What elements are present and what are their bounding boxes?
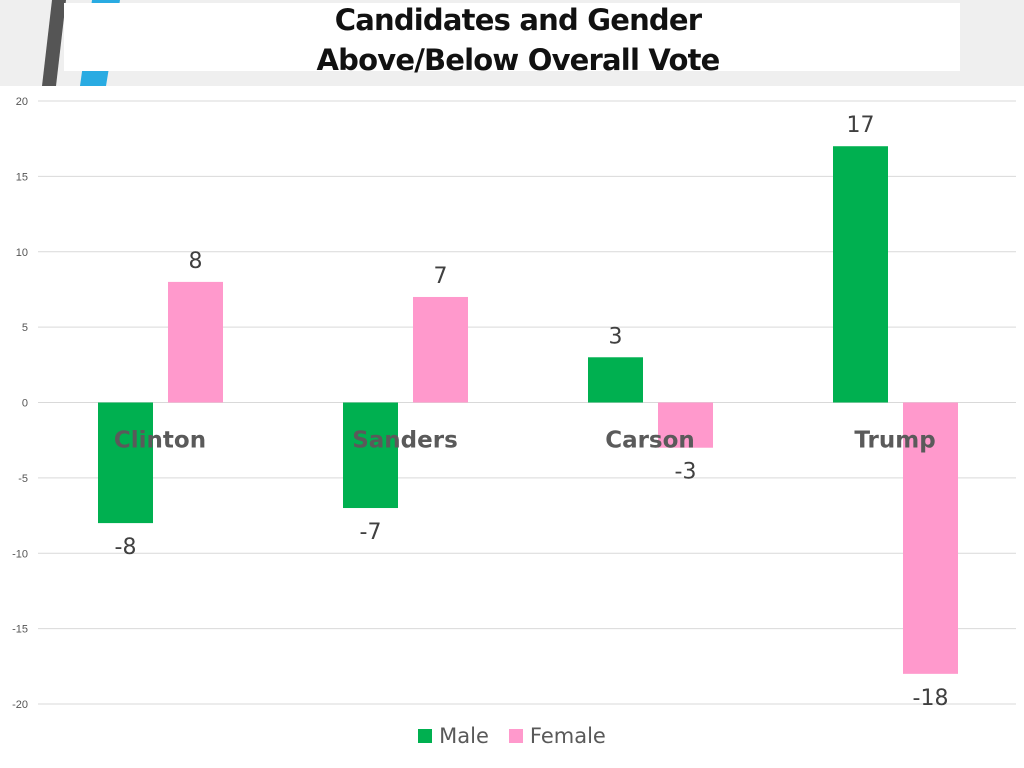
bar-male-clinton	[98, 402, 153, 524]
legend-label-female: Female	[529, 724, 606, 748]
category-label-sanders: Sanders	[352, 428, 458, 454]
y-axis-ticks: 20 15 10 5 0 -5 -10 -15 -20	[12, 96, 28, 711]
bar-female-sanders	[413, 296, 468, 403]
data-labels: -8 8 -7 7 3 -3 17 -18	[115, 113, 949, 711]
chart-title-line-2: Above/Below Overall Vote	[316, 43, 721, 77]
y-tick-label: 15	[16, 171, 28, 183]
bar-male-sanders	[343, 402, 398, 509]
y-tick-label: 10	[16, 247, 28, 259]
bars	[98, 146, 958, 674]
data-label-male-clinton: -8	[115, 535, 137, 560]
category-label-trump: Trump	[854, 428, 935, 454]
y-tick-label: -5	[18, 473, 28, 485]
data-label-female-clinton: 8	[189, 249, 203, 274]
category-labels: Clinton Sanders Carson Trump	[114, 428, 936, 454]
legend-swatch-male	[418, 729, 433, 743]
y-tick-label: 0	[22, 398, 28, 410]
legend-item-male: Male	[418, 724, 489, 748]
bar-female-carson	[658, 402, 713, 448]
y-tick-label: 5	[22, 322, 28, 334]
chart-title: Candidates and Gender Above/Below Overal…	[64, 0, 972, 80]
category-label-clinton: Clinton	[114, 428, 206, 454]
data-label-female-carson: -3	[675, 460, 697, 485]
data-label-female-sanders: 7	[434, 264, 448, 289]
y-tick-label: -10	[12, 548, 28, 560]
bar-female-clinton	[168, 281, 223, 403]
y-tick-label: -15	[12, 624, 28, 636]
category-label-carson: Carson	[605, 428, 695, 454]
title-box	[64, 3, 960, 71]
legend-label-male: Male	[439, 724, 489, 748]
data-label-male-trump: 17	[847, 113, 875, 138]
bar-male-carson	[588, 357, 643, 403]
y-tick-label: 20	[16, 96, 28, 108]
bar-female-trump	[903, 402, 958, 674]
header-stripe-dark	[42, 0, 66, 86]
legend-swatch-female	[508, 729, 523, 743]
legend-item-female: Female	[508, 724, 606, 748]
data-label-female-trump: -18	[913, 686, 949, 711]
bar-male-trump	[833, 146, 888, 403]
data-label-male-carson: 3	[609, 324, 623, 349]
chart-title-line-1: Candidates and Gender	[334, 3, 702, 37]
data-label-male-sanders: -7	[360, 520, 382, 545]
y-tick-label: -20	[12, 699, 28, 711]
legend: Male Female	[0, 724, 1024, 748]
chart-plot: 20 15 10 5 0 -5 -10 -15 -20 Clinton Sanders Carson…	[12, 96, 1016, 711]
